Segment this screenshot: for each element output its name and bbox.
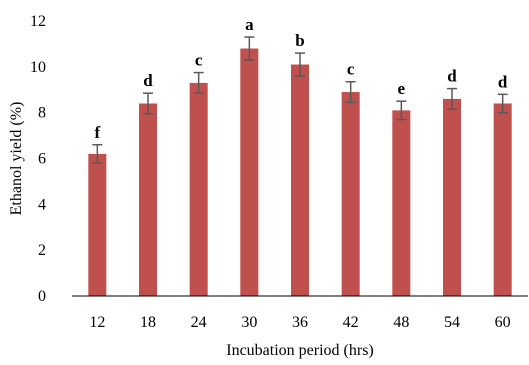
significance-label-24: c <box>195 51 203 70</box>
error-bar-18 <box>143 92 153 115</box>
x-tick-label-30: 30 <box>241 314 257 331</box>
x-tick-label-60: 60 <box>495 314 511 331</box>
bar-30 <box>240 48 259 296</box>
bar-12 <box>88 153 107 296</box>
bar-24 <box>189 82 208 296</box>
bar-54 <box>443 98 461 297</box>
x-tick-label-48: 48 <box>393 314 409 331</box>
y-tick-label-12: 12 <box>30 13 46 30</box>
y-tick-label-0: 0 <box>38 288 46 305</box>
bar-36 <box>291 64 309 297</box>
significance-labels-group: f d c a b c e d d <box>94 15 507 142</box>
y-tick-label-8: 8 <box>38 105 46 122</box>
x-tick-labels: 12 18 24 30 36 42 48 54 60 <box>89 314 510 331</box>
x-tick-label-36: 36 <box>292 314 308 331</box>
error-bar-12 <box>92 144 103 164</box>
significance-label-48: e <box>398 79 406 98</box>
x-tick-label-54: 54 <box>444 314 460 331</box>
x-tick-label-24: 24 <box>191 314 207 331</box>
significance-label-54: d <box>447 67 457 86</box>
error-bar-30 <box>244 36 255 61</box>
y-axis-title: Ethanol yield (%) <box>8 102 25 216</box>
error-bar-42 <box>345 80 356 104</box>
significance-label-42: c <box>347 60 355 79</box>
x-tick-label-42: 42 <box>343 314 359 331</box>
error-bar-24 <box>193 71 204 94</box>
bar-48 <box>392 110 411 296</box>
y-tick-label-6: 6 <box>38 151 46 168</box>
y-tick-label-10: 10 <box>30 59 46 76</box>
bar-18 <box>139 103 157 296</box>
error-bar-48 <box>396 100 407 121</box>
error-bar-54 <box>447 87 457 110</box>
bar-60 <box>493 103 512 296</box>
significance-label-60: d <box>498 72 508 91</box>
y-tick-labels: 0 2 4 6 8 10 12 <box>30 13 46 305</box>
y-tick-label-4: 4 <box>38 196 46 213</box>
x-tick-label-12: 12 <box>89 314 105 331</box>
significance-label-18: d <box>143 71 153 90</box>
bar-42 <box>341 92 360 297</box>
bars-group <box>88 48 512 297</box>
error-bar-36 <box>295 52 305 77</box>
x-tick-label-18: 18 <box>140 314 156 331</box>
y-tick-label-2: 2 <box>38 242 46 259</box>
significance-label-12: f <box>94 123 100 142</box>
error-bars-group <box>92 36 508 164</box>
significance-label-36: b <box>295 31 304 50</box>
significance-label-30: a <box>245 15 254 34</box>
error-bar-60 <box>497 93 508 114</box>
x-axis-title: Incubation period (hrs) <box>226 342 374 359</box>
